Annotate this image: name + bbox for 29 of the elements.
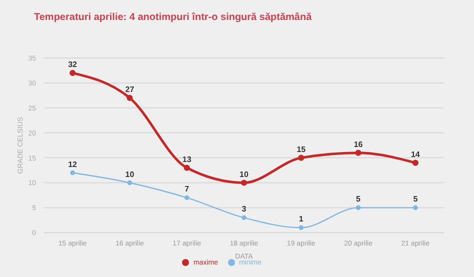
point bbox=[240, 180, 248, 186]
point bbox=[356, 205, 361, 210]
point bbox=[412, 160, 418, 166]
point bbox=[127, 180, 132, 186]
point bbox=[70, 70, 76, 76]
data-label: 5 bbox=[413, 194, 418, 204]
data-label: 5 bbox=[356, 194, 362, 204]
point bbox=[298, 225, 304, 230]
data-label: 32 bbox=[68, 60, 78, 69]
data-label: 16 bbox=[354, 140, 364, 149]
data-label: 15 bbox=[296, 144, 306, 154]
data-label: 14 bbox=[410, 150, 420, 159]
point bbox=[355, 150, 362, 156]
point bbox=[184, 164, 190, 171]
point bbox=[184, 195, 190, 200]
data-label: 27 bbox=[125, 84, 135, 94]
point bbox=[298, 154, 304, 161]
data-label: 13 bbox=[182, 154, 192, 164]
point bbox=[126, 94, 133, 101]
chart-title: Temperaturi aprilie: 4 anotimpuri într-o singură săptămână bbox=[34, 12, 312, 23]
data-label: 1 bbox=[298, 214, 304, 224]
point bbox=[70, 170, 75, 176]
data-label: 7 bbox=[184, 184, 190, 194]
point bbox=[242, 215, 246, 220]
data-label: 12 bbox=[68, 160, 78, 169]
data-label: 3 bbox=[242, 204, 247, 214]
data-label: 10 bbox=[125, 170, 135, 179]
data-label: 10 bbox=[240, 170, 249, 179]
point bbox=[413, 205, 418, 210]
